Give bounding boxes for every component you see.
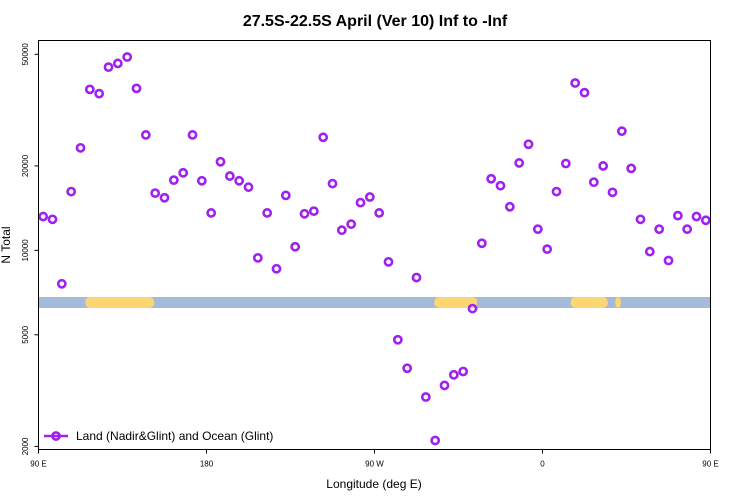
data-point [280,190,291,201]
x-tick-label: 180 [200,460,214,469]
data-point [430,435,441,446]
data-point [504,201,515,212]
data-point [224,171,235,181]
data-point [635,214,646,225]
data-point [131,83,142,94]
data-point [616,126,627,137]
land-segment [85,297,155,308]
data-point [75,142,86,153]
land-segment [434,297,478,308]
data-point [551,186,562,197]
data-point [103,62,114,73]
data-point [579,87,590,98]
data-point [243,182,254,193]
data-point [691,211,702,222]
data-point [159,192,170,203]
data-point [364,192,375,202]
data-point [290,241,301,252]
x-tick-label: 90 E [702,460,718,469]
legend-label: Land (Nadir&Glint) and Ocean (Glint) [76,429,273,443]
data-point [682,224,693,235]
data-point [607,187,618,198]
x-tick-label: 90 E [30,460,46,469]
data-point [458,366,469,377]
data-point [271,263,282,274]
y-tick-label: 20000 [21,154,30,177]
data-point [374,208,385,218]
data-point [626,163,637,174]
data-point [336,225,347,236]
data-point [112,58,123,69]
chart-title: 27.5S-22.5S April (Ver 10) Inf to -Inf [243,13,508,30]
y-tick-label: 10000 [21,239,30,262]
data-point [532,224,543,235]
legend: Land (Nadir&Glint) and Ocean (Glint) [44,429,273,443]
x-tick-label: 90 W [365,460,384,469]
data-point [346,219,357,230]
data-point [178,167,189,178]
data-point [448,369,459,380]
data-point [122,52,133,62]
land-segment [570,297,608,308]
data-point [56,278,67,289]
data-point [140,130,151,140]
data-point [215,156,226,167]
data-point [663,255,674,266]
data-point [598,161,609,171]
data-point [467,303,478,314]
data-point [196,175,207,186]
data-point [84,84,95,95]
y-axis-label: N Total [0,226,13,263]
data-point [355,197,366,208]
data-point [150,188,161,199]
data-point [523,139,534,150]
x-axis-label: Longitude (deg E) [326,477,421,491]
legend-marker [51,431,61,441]
data-point [476,238,487,249]
data-point [439,380,450,391]
data-point [570,78,581,88]
data-point [327,178,338,189]
data-point [299,208,310,219]
data-point [700,215,711,226]
data-point [94,88,105,99]
data-point [66,186,77,197]
data-point [234,175,245,186]
data-point [644,246,655,257]
data-series [38,52,711,446]
data-point [38,211,49,222]
land-segment [615,297,621,308]
plot-area-frame [38,40,711,450]
data-point [560,158,571,169]
data-point [588,177,599,188]
data-point [420,392,431,402]
data-point [187,130,198,140]
data-point [168,175,179,186]
data-point [383,256,394,267]
data-point [392,334,403,345]
x-axis-ticks: 90 E 180 90 W 0 90 E [30,449,719,469]
x-tick-label: 0 [540,460,545,469]
data-point [262,208,273,218]
ocean-band [38,297,711,308]
data-point [486,173,497,184]
data-point [308,206,319,217]
data-point [672,210,683,221]
data-point [252,252,263,263]
data-point [654,224,665,235]
y-tick-label: 50000 [21,43,30,66]
y-tick-label: 2000 [21,437,30,455]
data-point [411,272,422,283]
data-point [402,363,413,374]
data-point [495,180,506,191]
y-tick-label: 5000 [21,325,30,343]
data-point [47,214,58,225]
data-point [318,132,329,143]
y-axis-ticks: 2000 5000 10000 20000 50000 [21,43,39,455]
data-point [542,244,553,255]
data-point [514,158,525,168]
surface-type-band [38,297,711,308]
data-point [206,208,217,218]
